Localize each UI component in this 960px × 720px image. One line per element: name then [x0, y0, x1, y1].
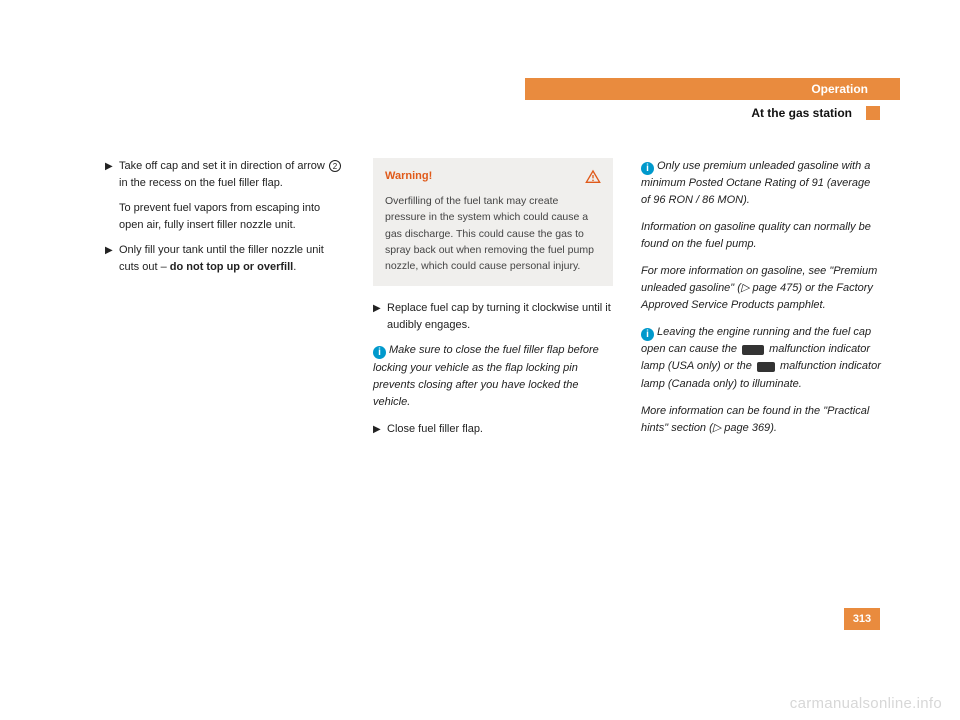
- content-columns: ▶ Take off cap and set it in direction o…: [105, 158, 885, 447]
- bullet-icon: ▶: [373, 421, 387, 438]
- column-3: iOnly use premium unleaded gasoline with…: [641, 158, 881, 447]
- info-note: iMake sure to close the fuel filler flap…: [373, 342, 613, 410]
- info-note: iOnly use premium unleaded gasoline with…: [641, 158, 881, 209]
- text: in the recess on the fuel filler flap.: [119, 177, 283, 189]
- check-engine-icon: [742, 345, 764, 355]
- info-icon: i: [641, 328, 654, 341]
- paragraph: Information on gasoline quality can norm…: [641, 219, 881, 253]
- indicator-icon: [757, 362, 775, 372]
- list-item: ▶ Close fuel filler flap.: [373, 421, 613, 438]
- section-title: At the gas station: [751, 106, 852, 120]
- note-text: Only use premium unleaded gasoline with …: [641, 160, 870, 206]
- warning-title: Warning!: [385, 168, 432, 185]
- paragraph: For more information on gasoline, see "P…: [641, 263, 881, 314]
- page-number: 313: [844, 608, 880, 630]
- bullet-text: Only fill your tank until the filler noz…: [119, 242, 345, 276]
- paragraph: To prevent fuel vapors from escaping int…: [119, 200, 345, 234]
- text: .: [293, 261, 296, 273]
- warning-box: Warning! Overfilling of the fuel tank ma…: [373, 158, 613, 286]
- paragraph: More information can be found in the "Pr…: [641, 403, 881, 437]
- bullet-icon: ▶: [105, 242, 119, 276]
- warning-body: Overfilling of the fuel tank may create …: [385, 193, 601, 274]
- circled-number-icon: 2: [329, 160, 341, 172]
- info-icon: i: [373, 346, 386, 359]
- list-item: ▶ Replace fuel cap by turning it clockwi…: [373, 300, 613, 334]
- text-bold: do not top up or overfill: [170, 261, 293, 273]
- list-item: ▶ Only fill your tank until the filler n…: [105, 242, 345, 276]
- warning-triangle-icon: [585, 169, 601, 185]
- manual-page: Operation At the gas station 313 ▶ Take …: [60, 40, 900, 680]
- list-item: ▶ Take off cap and set it in direction o…: [105, 158, 345, 192]
- bullet-text: Replace fuel cap by turning it clockwise…: [387, 300, 613, 334]
- info-icon: i: [641, 162, 654, 175]
- text: Take off cap and set it in direction of …: [119, 160, 328, 172]
- corner-marker: [866, 106, 880, 120]
- note-text: Make sure to close the fuel filler flap …: [373, 344, 599, 407]
- watermark: carmanualsonline.info: [790, 695, 942, 712]
- info-note: iLeaving the engine running and the fuel…: [641, 324, 881, 392]
- page-ref: ▷ page 475: [741, 282, 798, 294]
- page-ref: ▷ page 369: [713, 422, 770, 434]
- bullet-icon: ▶: [373, 300, 387, 334]
- warning-header: Warning!: [385, 168, 601, 185]
- column-1: ▶ Take off cap and set it in direction o…: [105, 158, 345, 447]
- column-2: Warning! Overfilling of the fuel tank ma…: [373, 158, 613, 447]
- bullet-icon: ▶: [105, 158, 119, 192]
- text: ).: [770, 422, 777, 434]
- bullet-text: Take off cap and set it in direction of …: [119, 158, 345, 192]
- chapter-band: Operation: [525, 78, 900, 100]
- bullet-text: Close fuel filler flap.: [387, 421, 613, 438]
- chapter-title: Operation: [811, 82, 868, 96]
